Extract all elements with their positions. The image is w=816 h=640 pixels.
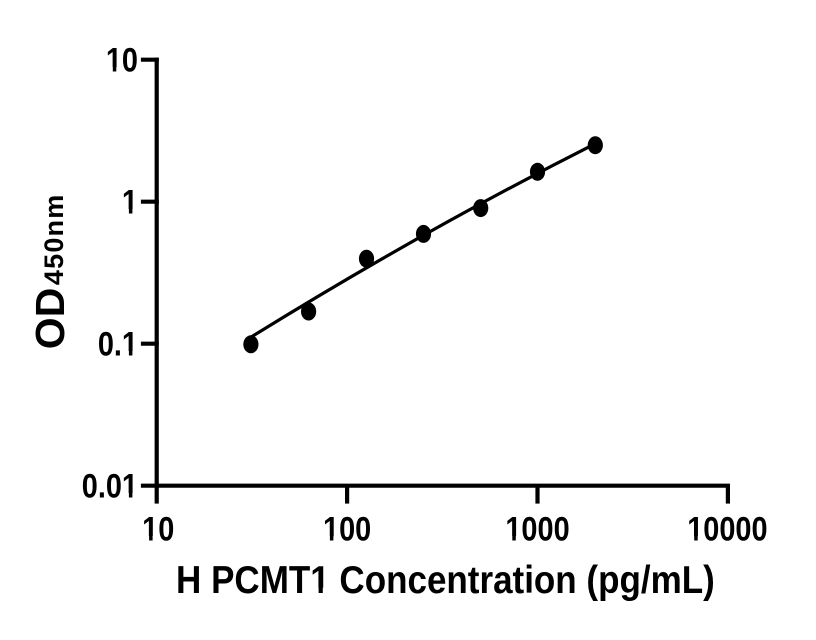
svg-text:1: 1: [122, 182, 138, 221]
svg-text:10: 10: [142, 509, 174, 548]
svg-text:0.01: 0.01: [82, 466, 138, 505]
svg-text:OD: OD: [27, 288, 73, 350]
svg-text:0.1: 0.1: [98, 324, 138, 363]
svg-text:100: 100: [323, 509, 371, 548]
svg-text:10000: 10000: [687, 509, 767, 548]
svg-text:1000: 1000: [505, 509, 569, 548]
svg-text:H PCMT1 Concentration (pg/mL): H PCMT1 Concentration (pg/mL): [176, 557, 715, 601]
svg-text:10: 10: [106, 40, 138, 79]
svg-text:450nm: 450nm: [39, 194, 69, 286]
